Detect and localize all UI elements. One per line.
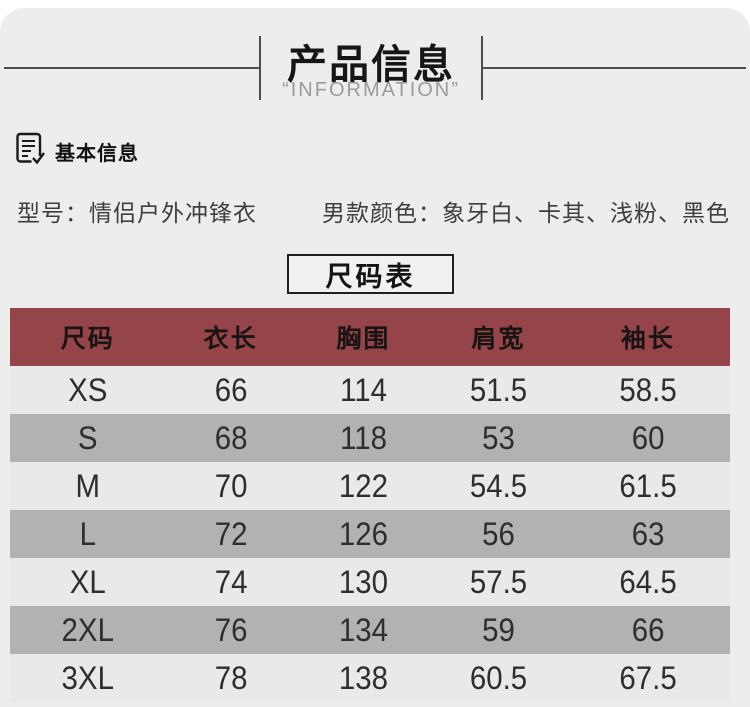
column-header: 衣长 xyxy=(203,325,258,353)
model-text: 型号：情侣户外冲锋衣 xyxy=(17,200,257,226)
basic-info-heading: 基本信息 xyxy=(55,143,139,165)
page-title: 产品信息 xyxy=(287,43,455,87)
table-cell: 56 xyxy=(481,515,515,552)
table-cell: 126 xyxy=(338,515,388,552)
table-cell: 67.5 xyxy=(619,659,677,696)
size-table-body: XS 66 114 51.5 58.5 S 68 118 53 60 M 70 122 54.5 61.5 L… xyxy=(10,366,730,702)
header-rule-left xyxy=(4,67,259,69)
table-cell: 60 xyxy=(631,419,665,456)
table-cell: 68 xyxy=(214,419,248,456)
table-cell: 70 xyxy=(214,467,248,504)
table-cell: 64.5 xyxy=(619,563,677,600)
table-cell: 63 xyxy=(631,515,665,552)
header-rule-right xyxy=(483,67,746,69)
size-table: 尺码 衣长 胸围 肩宽 袖长 XS 66 114 51.5 58.5 S 68 118 53 60 M 70 1… xyxy=(10,308,730,702)
table-cell: L xyxy=(79,515,96,552)
product-info-panel: 产品信息 “INFORMATION” 基本信息 型号：情侣户外冲锋衣 男款颜色：… xyxy=(0,8,750,707)
table-cell: 78 xyxy=(214,659,248,696)
table-row: L 72 126 56 63 xyxy=(10,510,730,558)
table-cell: XS xyxy=(68,371,108,408)
page-subtitle: “INFORMATION” xyxy=(282,79,460,101)
table-cell: 51.5 xyxy=(469,371,527,408)
table-cell: 2XL xyxy=(61,611,114,648)
table-cell: 54.5 xyxy=(469,467,527,504)
size-chart-title-box: 尺码表 xyxy=(287,254,454,294)
size-chart-title: 尺码表 xyxy=(325,261,416,292)
table-row: XL 74 130 57.5 64.5 xyxy=(10,558,730,606)
table-cell: 61.5 xyxy=(619,467,677,504)
table-cell: M xyxy=(75,467,101,504)
document-check-icon xyxy=(15,131,45,172)
table-cell: 66 xyxy=(631,611,665,648)
table-cell: 57.5 xyxy=(469,563,527,600)
table-cell: 60.5 xyxy=(469,659,527,696)
table-cell: 58.5 xyxy=(619,371,677,408)
table-cell: 138 xyxy=(338,659,388,696)
table-cell: 3XL xyxy=(61,659,114,696)
table-cell: 118 xyxy=(339,419,387,456)
table-cell: 74 xyxy=(214,563,248,600)
table-cell: 134 xyxy=(338,611,388,648)
table-cell: 72 xyxy=(214,515,248,552)
header-bar-left xyxy=(259,36,261,100)
size-table-header-row: 尺码 衣长 胸围 肩宽 袖长 xyxy=(10,308,730,366)
table-row: 2XL 76 134 59 66 xyxy=(10,606,730,654)
table-cell: 66 xyxy=(214,371,248,408)
column-header: 肩宽 xyxy=(471,325,526,353)
table-row: 3XL 78 138 60.5 67.5 xyxy=(10,654,730,702)
table-row: M 70 122 54.5 61.5 xyxy=(10,462,730,510)
table-cell: 76 xyxy=(214,611,248,648)
table-row: S 68 118 53 60 xyxy=(10,414,730,462)
header-bar-right xyxy=(481,36,483,100)
colors-text: 男款颜色：象牙白、卡其、浅粉、黑色 xyxy=(322,200,730,226)
table-cell: 53 xyxy=(481,419,515,456)
column-header: 胸围 xyxy=(336,325,391,353)
table-cell: 122 xyxy=(338,467,388,504)
table-cell: 114 xyxy=(339,371,387,408)
table-cell: XL xyxy=(69,563,106,600)
table-cell: 59 xyxy=(481,611,515,648)
table-row: XS 66 114 51.5 58.5 xyxy=(10,366,730,414)
column-header: 袖长 xyxy=(620,325,675,353)
table-cell: 130 xyxy=(338,563,388,600)
column-header: 尺码 xyxy=(60,325,115,353)
table-cell: S xyxy=(77,419,98,456)
